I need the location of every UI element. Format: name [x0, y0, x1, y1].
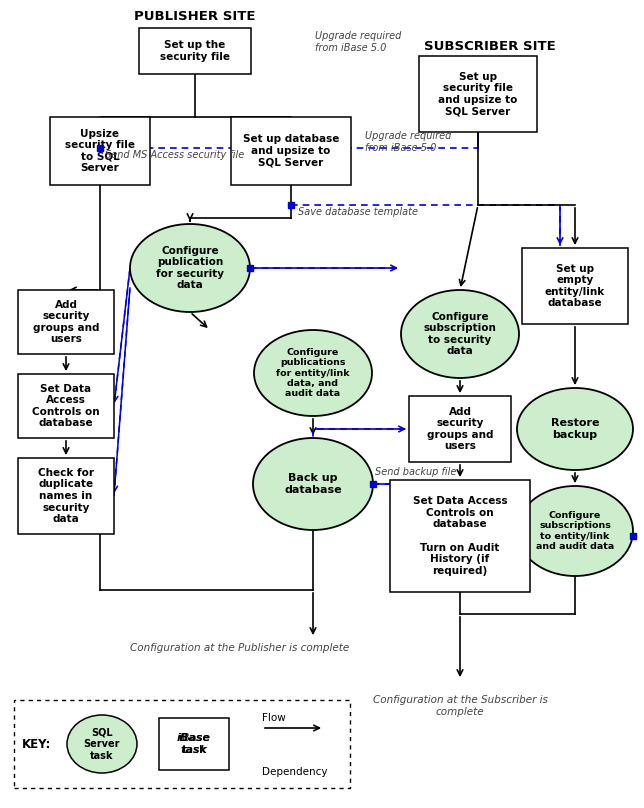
FancyBboxPatch shape: [419, 56, 537, 132]
Ellipse shape: [401, 290, 519, 378]
FancyBboxPatch shape: [139, 28, 251, 74]
Text: Upgrade required
from iBase 5.0: Upgrade required from iBase 5.0: [315, 32, 401, 53]
Text: Configure
subscription
to security
data: Configure subscription to security data: [424, 312, 497, 356]
Text: Configure
subscriptions
to entity/link
and audit data: Configure subscriptions to entity/link a…: [536, 511, 614, 551]
Ellipse shape: [517, 486, 633, 576]
FancyBboxPatch shape: [522, 248, 628, 324]
FancyBboxPatch shape: [18, 374, 114, 438]
Text: iBase
task: iBase task: [179, 733, 209, 755]
Text: Set up the
security file: Set up the security file: [160, 40, 230, 61]
Text: Configure
publications
for entity/link
data, and
audit data: Configure publications for entity/link d…: [276, 347, 350, 398]
Text: KEY:: KEY:: [22, 738, 52, 751]
Text: Set Data
Access
Controls on
database: Set Data Access Controls on database: [32, 384, 100, 428]
Text: Upsize
security file
to SQL
Server: Upsize security file to SQL Server: [65, 128, 135, 174]
Text: PUBLISHER SITE: PUBLISHER SITE: [134, 10, 256, 23]
FancyBboxPatch shape: [390, 480, 530, 592]
Text: Flow: Flow: [262, 713, 286, 723]
FancyBboxPatch shape: [18, 290, 114, 354]
Ellipse shape: [254, 330, 372, 416]
FancyBboxPatch shape: [14, 700, 350, 788]
Text: Add
security
groups and
users: Add security groups and users: [33, 300, 99, 344]
FancyBboxPatch shape: [231, 117, 351, 185]
Text: SQL
Server
task: SQL Server task: [84, 727, 120, 760]
Text: Configuration at the Subscriber is
complete: Configuration at the Subscriber is compl…: [373, 695, 547, 717]
FancyBboxPatch shape: [50, 117, 150, 185]
Text: Set up
security file
and upsize to
SQL Server: Set up security file and upsize to SQL S…: [439, 72, 518, 116]
Text: Back up
database: Back up database: [284, 473, 342, 494]
FancyBboxPatch shape: [18, 458, 114, 534]
Text: Configure
publication
for security
data: Configure publication for security data: [156, 246, 224, 290]
Text: iBase
task: iBase task: [177, 733, 211, 755]
Text: Dependency: Dependency: [262, 767, 328, 777]
Ellipse shape: [253, 438, 373, 530]
Text: Add
security
groups and
users: Add security groups and users: [427, 406, 493, 452]
Text: SUBSCRIBER SITE: SUBSCRIBER SITE: [424, 40, 556, 53]
Ellipse shape: [517, 388, 633, 470]
Ellipse shape: [67, 715, 137, 773]
Text: Restore
backup: Restore backup: [551, 419, 600, 440]
Text: Set up database
and upsize to
SQL Server: Set up database and upsize to SQL Server: [243, 134, 339, 167]
Text: Send MS Access security file: Send MS Access security file: [105, 150, 244, 160]
Text: Set Data Access
Controls on
database

Turn on Audit
History (if
required): Set Data Access Controls on database Tur…: [413, 496, 507, 576]
Text: Send backup file: Send backup file: [375, 467, 457, 477]
FancyBboxPatch shape: [409, 396, 511, 462]
FancyBboxPatch shape: [159, 718, 229, 770]
Text: Save database template: Save database template: [298, 207, 418, 217]
Ellipse shape: [130, 224, 250, 312]
Text: Upgrade required
from iBase 5.0: Upgrade required from iBase 5.0: [365, 131, 451, 153]
Text: Check for
duplicate
names in
security
data: Check for duplicate names in security da…: [38, 468, 94, 524]
Text: Set up
empty
entity/link
database: Set up empty entity/link database: [545, 263, 605, 309]
Text: Configuration at the Publisher is complete: Configuration at the Publisher is comple…: [130, 643, 349, 653]
